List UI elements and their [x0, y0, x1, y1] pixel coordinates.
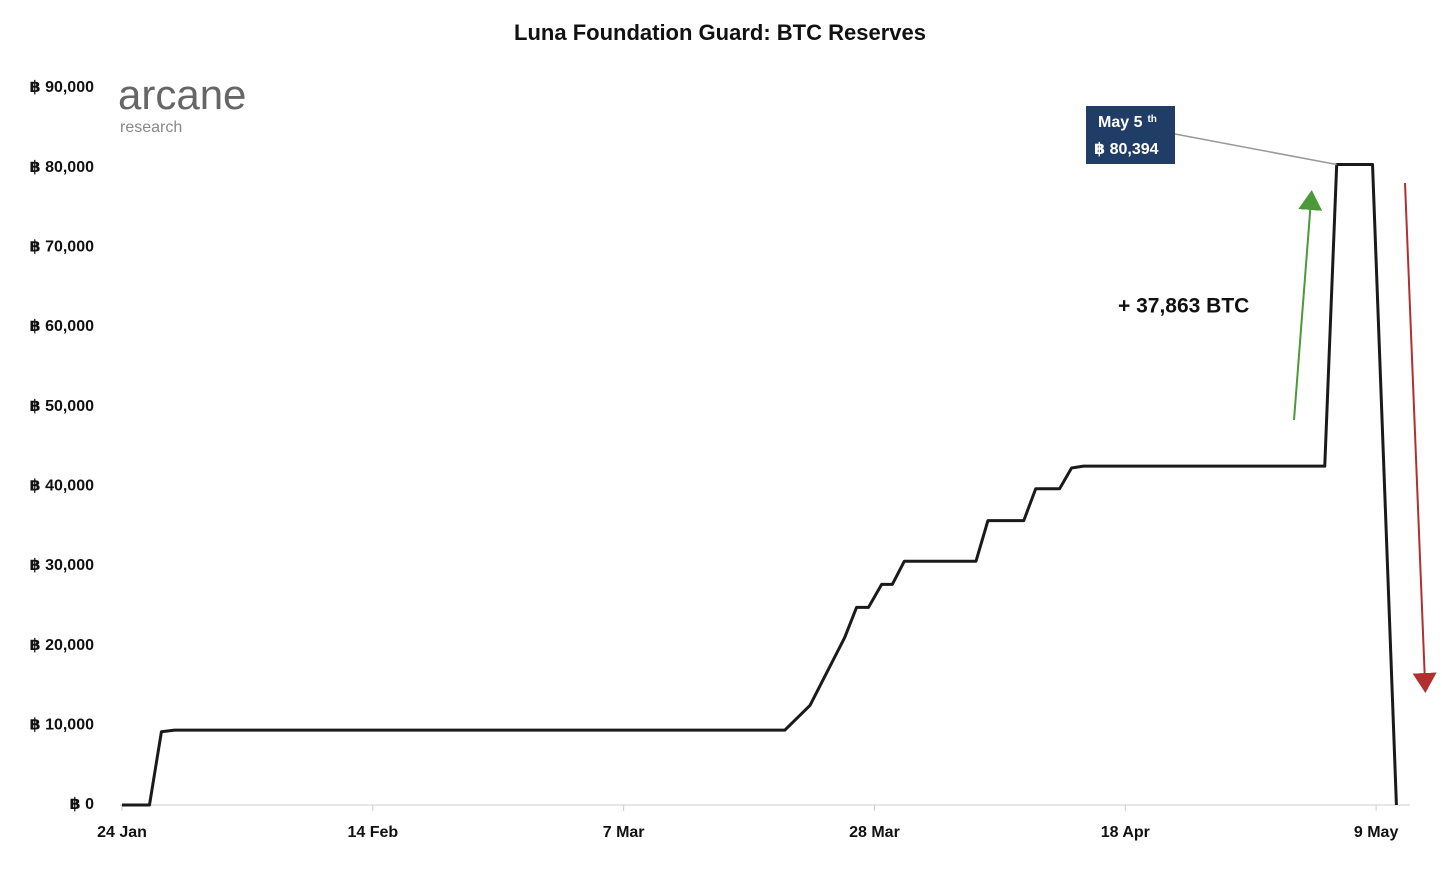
callout-line: [1174, 133, 1337, 166]
x-tick-label: 28 Mar: [849, 824, 900, 841]
callout-date-day: May 5: [1098, 114, 1143, 131]
callout-date-suffix: th: [1147, 114, 1156, 125]
y-tick-label: ฿ 40,000: [29, 478, 94, 495]
callout-date: May 5 th: [1098, 114, 1157, 132]
callout-value: ฿ 80,394: [1094, 141, 1159, 158]
y-tick-label: ฿ 10,000: [29, 717, 94, 734]
x-tick-label: 7 Mar: [603, 824, 645, 841]
x-tick-label: 18 Apr: [1101, 824, 1150, 841]
x-tick-label: 14 Feb: [347, 824, 398, 841]
y-tick-label: ฿ 50,000: [29, 398, 94, 415]
y-tick-label: ฿ 70,000: [29, 239, 94, 256]
callout-box: [1086, 106, 1175, 164]
y-tick-label: ฿ 80,000: [29, 159, 94, 176]
y-tick-label: ฿ 60,000: [29, 318, 94, 335]
y-tick-label: ฿ 30,000: [29, 557, 94, 574]
y-tick-label: ฿ 0: [70, 796, 95, 813]
y-tick-label: ฿ 20,000: [29, 637, 94, 654]
y-tick-label: ฿ 90,000: [29, 79, 94, 96]
logo-name: arcane: [118, 71, 246, 118]
chart-title: Luna Foundation Guard: BTC Reserves: [514, 20, 926, 45]
up-arrow: [1293, 190, 1323, 421]
x-tick-label: 9 May: [1354, 824, 1399, 841]
down-arrow: [1404, 182, 1437, 693]
logo-subname: research: [120, 119, 182, 136]
x-tick-label: 24 Jan: [97, 824, 147, 841]
data-line: [122, 163, 1398, 807]
change-annotation: + 37,863 BTC: [1118, 295, 1249, 318]
